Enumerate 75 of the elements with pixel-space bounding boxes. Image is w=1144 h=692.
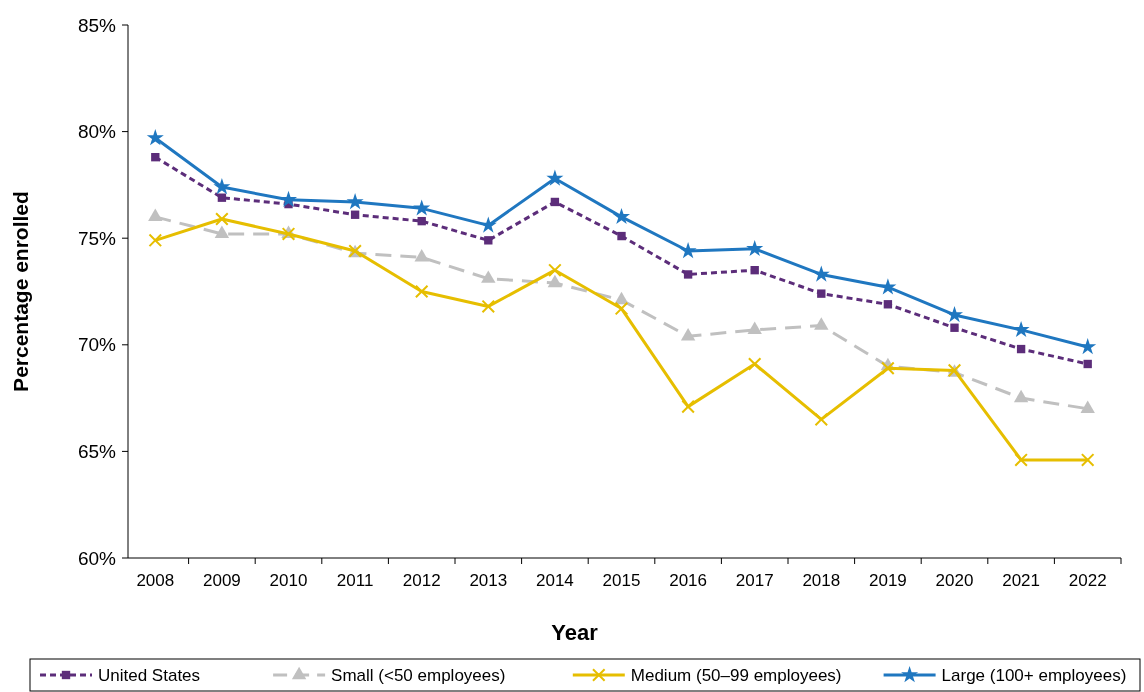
x-tick-label: 2022 bbox=[1068, 571, 1107, 590]
point bbox=[680, 327, 696, 341]
x-tick-label: 2018 bbox=[802, 571, 841, 590]
legend-label: Small (<50 employees) bbox=[331, 665, 506, 685]
point bbox=[484, 236, 493, 245]
point bbox=[681, 399, 695, 414]
point bbox=[1016, 344, 1026, 354]
y-axis-title: Percentage enrolled bbox=[9, 191, 32, 392]
x-tick-label: 2015 bbox=[602, 571, 641, 590]
point bbox=[214, 225, 230, 239]
x-tick-label: 2019 bbox=[868, 571, 907, 590]
point bbox=[683, 270, 693, 279]
x-tick-label: 2014 bbox=[535, 571, 574, 590]
point bbox=[750, 266, 759, 275]
point bbox=[550, 197, 560, 207]
point bbox=[879, 278, 897, 295]
x-tick-label: 2016 bbox=[669, 571, 708, 590]
x-tick-label: 2012 bbox=[402, 571, 441, 590]
point bbox=[747, 357, 762, 371]
point bbox=[747, 321, 762, 335]
legend-label: Medium (50–99 employees) bbox=[630, 665, 842, 685]
x-tick-label: 2017 bbox=[735, 571, 774, 590]
point bbox=[617, 231, 626, 241]
legend-label: Large (100+ employees) bbox=[941, 665, 1127, 685]
point bbox=[213, 178, 231, 195]
point bbox=[1083, 359, 1092, 369]
point bbox=[746, 239, 764, 257]
point bbox=[151, 153, 160, 162]
point bbox=[546, 169, 564, 186]
y-tick-label: 65% bbox=[77, 441, 117, 463]
legend-label: United States bbox=[98, 665, 201, 685]
point bbox=[148, 233, 163, 248]
point bbox=[1014, 453, 1028, 467]
y-tick-label: 60% bbox=[77, 547, 117, 569]
point bbox=[1013, 389, 1029, 403]
point bbox=[883, 300, 893, 309]
point bbox=[1080, 453, 1095, 467]
point bbox=[945, 306, 964, 323]
x-tick-label: 2008 bbox=[136, 571, 175, 590]
point bbox=[548, 263, 562, 277]
point bbox=[479, 216, 497, 233]
point bbox=[481, 299, 496, 314]
x-tick-label: 2009 bbox=[202, 571, 241, 590]
x-tick-label: 2011 bbox=[336, 571, 374, 590]
point bbox=[346, 193, 364, 210]
point bbox=[1080, 400, 1095, 413]
point bbox=[414, 284, 429, 299]
point bbox=[814, 412, 829, 427]
point bbox=[414, 249, 429, 262]
point bbox=[950, 323, 959, 332]
y-tick-label: 80% bbox=[77, 121, 117, 143]
point bbox=[814, 317, 829, 330]
x-axis-title: Year bbox=[551, 620, 599, 645]
x-tick-label: 2010 bbox=[269, 571, 308, 590]
y-tick-label: 75% bbox=[77, 227, 117, 249]
point bbox=[817, 289, 826, 298]
point bbox=[481, 270, 496, 283]
point bbox=[215, 212, 229, 226]
point bbox=[812, 265, 830, 282]
point bbox=[413, 199, 431, 216]
point bbox=[679, 242, 697, 259]
point bbox=[612, 207, 631, 225]
point bbox=[881, 361, 895, 376]
point bbox=[146, 129, 164, 146]
point bbox=[614, 301, 629, 316]
y-tick-label: 70% bbox=[77, 334, 117, 356]
point bbox=[217, 193, 227, 202]
x-tick-label: 2020 bbox=[935, 571, 974, 590]
y-tick-label: 85% bbox=[77, 14, 117, 36]
x-tick-label: 2013 bbox=[469, 571, 508, 590]
point bbox=[350, 210, 360, 219]
point bbox=[148, 208, 163, 222]
point bbox=[547, 274, 563, 288]
x-tick-label: 2021 bbox=[1002, 571, 1041, 590]
point bbox=[417, 216, 426, 226]
